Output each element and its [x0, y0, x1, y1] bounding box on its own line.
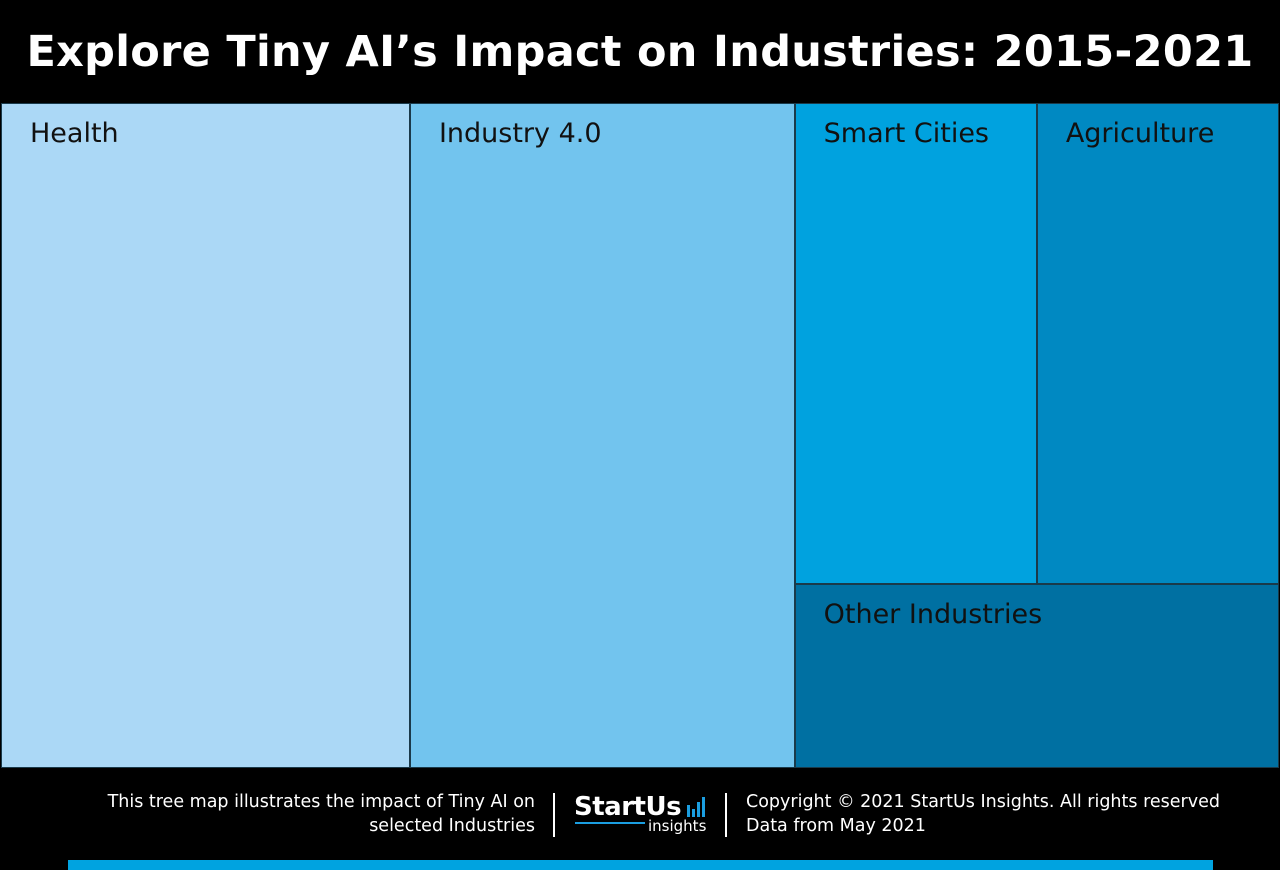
- footer-divider-right: [725, 793, 727, 837]
- bar-chart-icon: [687, 797, 705, 817]
- logo-text: StartUs: [574, 792, 682, 822]
- treemap-tile: Health: [1, 103, 410, 768]
- footer-divider-left: [553, 793, 555, 837]
- treemap-tile-label: Other Industries: [823, 598, 1043, 630]
- treemap-tile: Smart Cities: [794, 103, 1037, 584]
- treemap-tile: Agriculture: [1036, 103, 1279, 584]
- bottom-accent-bar: [68, 860, 1213, 870]
- copyright-text: Copyright © 2021 StartUs Insights. All r…: [746, 792, 1220, 812]
- chart-title: Explore Tiny AI’s Impact on Industries: …: [26, 26, 1254, 77]
- treemap-tile-label: Agriculture: [1065, 118, 1215, 149]
- treemap: Health Industry 4.0 Smart Cities Agricultur…: [1, 103, 1279, 768]
- treemap-tile-label: Smart Cities: [823, 118, 989, 149]
- treemap-tile-label: Industry 4.0: [438, 118, 602, 149]
- treemap-tile: Other Industries: [794, 583, 1279, 768]
- chart-description: This tree map illustrates the impact of …: [60, 790, 535, 838]
- description-line-2: selected Industries: [369, 816, 535, 836]
- footer-credits: Copyright © 2021 StartUs Insights. All r…: [746, 790, 1226, 838]
- description-line-1: This tree map illustrates the impact of …: [107, 792, 535, 812]
- treemap-tile: Industry 4.0: [409, 103, 795, 768]
- treemap-tile-label: Health: [30, 118, 119, 149]
- data-source-note: Data from May 2021: [746, 816, 926, 836]
- startus-logo: StartUs insights: [574, 792, 708, 838]
- logo-underline: [575, 822, 645, 824]
- logo-subtext: insights: [648, 817, 707, 835]
